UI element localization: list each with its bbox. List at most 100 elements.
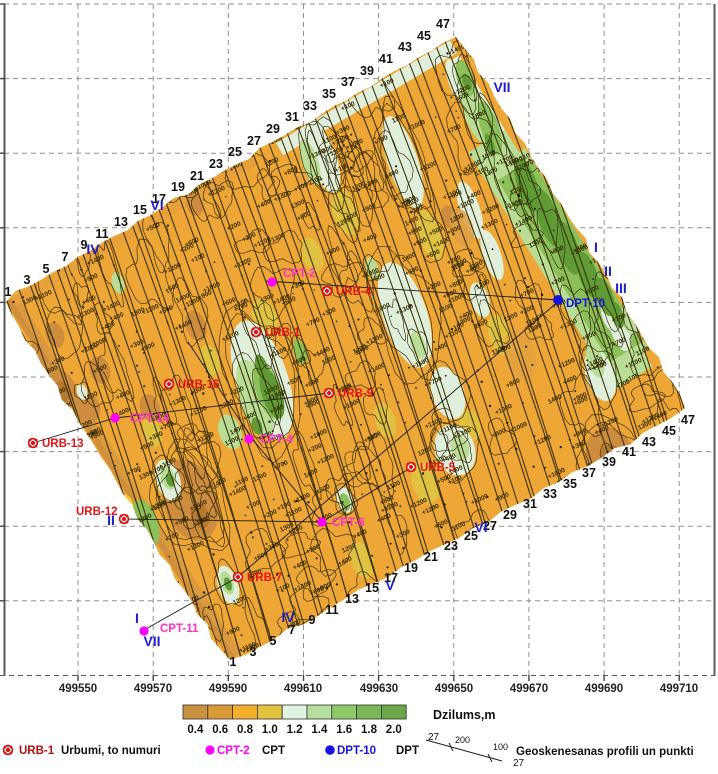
svg-text:43: 43	[642, 435, 656, 449]
svg-text:37: 37	[341, 75, 355, 89]
svg-text:11: 11	[325, 603, 338, 617]
svg-text:41: 41	[379, 52, 393, 66]
svg-text:45: 45	[662, 424, 676, 438]
svg-text:33: 33	[303, 99, 317, 113]
svg-text:I: I	[594, 239, 598, 255]
svg-text:URB-9: URB-9	[338, 388, 373, 400]
svg-text:5: 5	[270, 634, 277, 648]
svg-text:CPT-2: CPT-2	[217, 745, 250, 757]
svg-text:47: 47	[436, 17, 450, 31]
svg-text:Geoskenesanas profili un punkt: Geoskenesanas profili un punkti	[516, 746, 694, 758]
svg-text:17: 17	[384, 571, 398, 585]
svg-text:43: 43	[398, 40, 412, 54]
svg-text:IV: IV	[281, 609, 295, 625]
svg-text:25: 25	[228, 145, 242, 159]
svg-text:URB-1: URB-1	[19, 745, 55, 757]
svg-text:Urbumi, to numuri: Urbumi, to numuri	[61, 745, 161, 757]
svg-text:VII: VII	[143, 633, 160, 649]
svg-text:URB-5: URB-5	[420, 462, 456, 474]
svg-text:0.8: 0.8	[237, 724, 254, 736]
svg-text:31: 31	[285, 110, 299, 124]
svg-text:URB-7: URB-7	[247, 572, 282, 584]
svg-text:499610: 499610	[284, 683, 322, 695]
svg-text:0.4: 0.4	[187, 724, 204, 736]
svg-text:13: 13	[114, 215, 128, 229]
svg-text:DPT-10: DPT-10	[337, 745, 376, 757]
svg-text:200: 200	[455, 735, 470, 745]
svg-text:21: 21	[424, 550, 438, 564]
svg-text:VII: VII	[493, 79, 510, 95]
svg-text:V: V	[385, 577, 395, 593]
svg-text:499570: 499570	[134, 683, 172, 695]
svg-text:499670: 499670	[510, 683, 548, 695]
svg-text:33: 33	[543, 487, 557, 501]
svg-text:URB-12: URB-12	[76, 506, 118, 518]
svg-text:15: 15	[365, 581, 379, 595]
svg-text:13: 13	[345, 592, 359, 606]
svg-text:9: 9	[309, 613, 316, 627]
svg-text:21: 21	[190, 169, 204, 183]
svg-text:37: 37	[582, 466, 596, 480]
svg-text:CPT-14: CPT-14	[130, 413, 170, 425]
svg-text:DPT: DPT	[396, 745, 419, 757]
svg-text:Dzilums,m: Dzilums,m	[433, 708, 496, 722]
svg-text:47: 47	[681, 413, 695, 427]
svg-text:499550: 499550	[59, 683, 97, 695]
svg-text:CPT-6: CPT-6	[332, 517, 365, 529]
svg-text:III: III	[615, 280, 627, 296]
svg-text:CPT-2: CPT-2	[283, 268, 316, 280]
svg-text:CPT-4: CPT-4	[260, 434, 293, 446]
svg-text:29: 29	[503, 508, 517, 522]
svg-text:27: 27	[428, 732, 440, 743]
svg-text:I: I	[135, 610, 139, 626]
svg-text:3: 3	[24, 273, 31, 287]
svg-text:27: 27	[513, 758, 525, 769]
svg-text:15: 15	[133, 203, 147, 217]
svg-text:499690: 499690	[585, 683, 623, 695]
svg-text:1.2: 1.2	[287, 724, 303, 736]
svg-text:41: 41	[622, 445, 636, 459]
svg-text:CPT: CPT	[262, 745, 285, 757]
svg-text:1.8: 1.8	[361, 724, 378, 736]
svg-text:7: 7	[289, 623, 296, 637]
svg-text:0.6: 0.6	[212, 724, 228, 736]
svg-text:499590: 499590	[209, 683, 247, 695]
svg-text:URB-16: URB-16	[178, 379, 220, 391]
svg-text:29: 29	[266, 122, 280, 136]
svg-text:45: 45	[417, 29, 431, 43]
svg-text:9: 9	[81, 238, 88, 252]
svg-text:35: 35	[563, 477, 577, 491]
svg-text:499650: 499650	[435, 683, 473, 695]
svg-text:11: 11	[95, 227, 108, 241]
svg-text:27: 27	[483, 519, 497, 533]
svg-text:1.6: 1.6	[336, 724, 352, 736]
svg-text:3: 3	[250, 645, 257, 659]
svg-text:2.0: 2.0	[386, 724, 402, 736]
svg-text:19: 19	[404, 561, 418, 575]
svg-text:100: 100	[493, 742, 508, 752]
svg-text:27: 27	[247, 134, 261, 148]
svg-text:5: 5	[43, 262, 50, 276]
svg-text:URB-1: URB-1	[265, 327, 301, 339]
svg-text:URB-13: URB-13	[42, 438, 84, 450]
svg-text:19: 19	[171, 180, 185, 194]
svg-text:DPT-10: DPT-10	[566, 298, 605, 310]
svg-text:23: 23	[209, 157, 223, 171]
svg-text:39: 39	[602, 455, 616, 469]
svg-text:499710: 499710	[660, 683, 698, 695]
svg-text:1: 1	[230, 655, 237, 669]
svg-text:35: 35	[322, 87, 336, 101]
svg-text:31: 31	[523, 497, 537, 511]
svg-text:IV: IV	[86, 241, 100, 257]
svg-text:25: 25	[464, 529, 478, 543]
svg-text:39: 39	[360, 64, 374, 78]
svg-text:1.4: 1.4	[311, 724, 328, 736]
svg-text:1: 1	[5, 285, 12, 299]
svg-text:499630: 499630	[360, 683, 398, 695]
svg-text:VI: VI	[474, 519, 487, 535]
svg-text:CPT-11: CPT-11	[160, 623, 199, 635]
svg-text:VI: VI	[150, 197, 163, 213]
svg-text:7: 7	[62, 250, 69, 264]
svg-text:II: II	[107, 512, 115, 528]
svg-text:II: II	[604, 263, 612, 279]
